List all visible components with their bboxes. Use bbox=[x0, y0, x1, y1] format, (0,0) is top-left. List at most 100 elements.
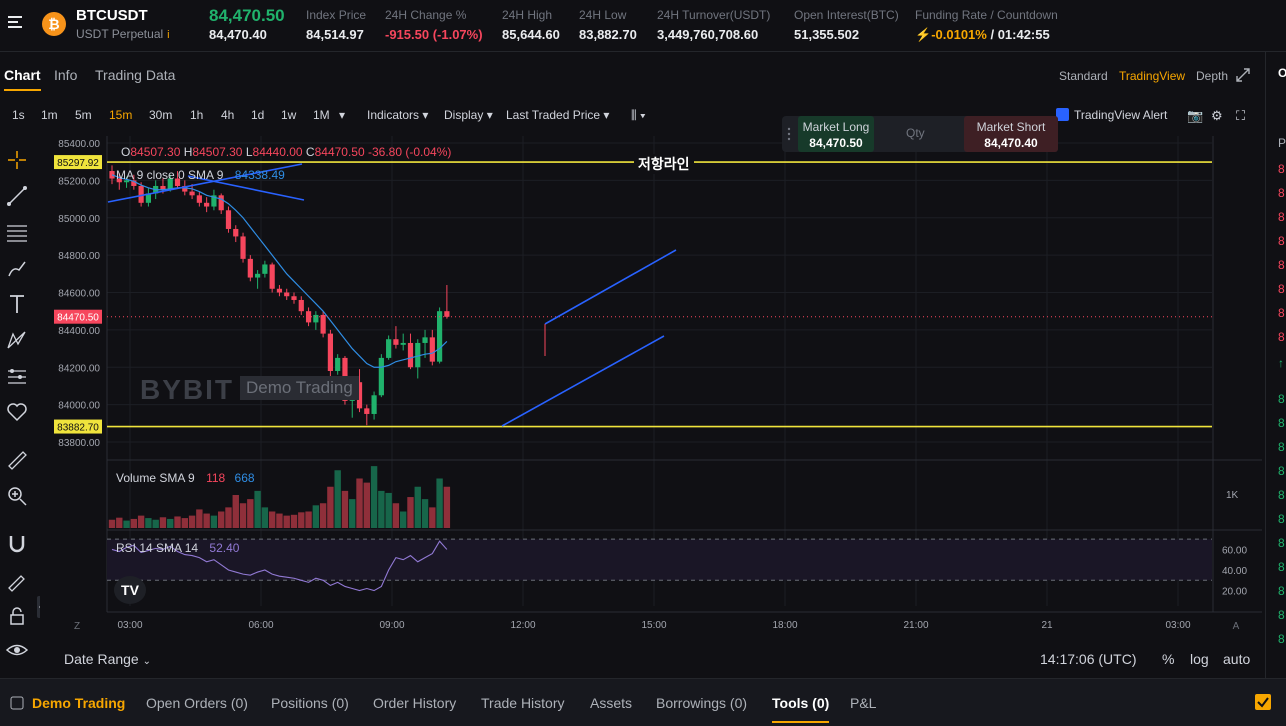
camera-icon[interactable]: 📷 bbox=[1187, 108, 1204, 123]
auto-toggle[interactable]: auto bbox=[1223, 651, 1251, 667]
interval-1m[interactable]: 1m bbox=[41, 108, 58, 122]
drag-handle-icon[interactable] bbox=[786, 126, 792, 142]
expand-icon[interactable] bbox=[1236, 68, 1250, 82]
lock-icon[interactable] bbox=[5, 604, 29, 628]
pencil-lock-icon[interactable] bbox=[5, 568, 29, 592]
candle-body bbox=[284, 292, 290, 297]
indicators-button[interactable]: Indicators ▾ bbox=[367, 108, 429, 122]
chart-type-icon[interactable]: ⫼ ▾ bbox=[631, 108, 646, 122]
tab-open-orders[interactable]: Open Orders (0) bbox=[146, 695, 248, 711]
tradingview-alert-button[interactable]: TradingView Alert bbox=[1056, 108, 1167, 122]
text-icon[interactable] bbox=[5, 292, 29, 316]
support-price-tag: 83882.70 bbox=[57, 423, 99, 434]
pattern-icon[interactable] bbox=[5, 328, 29, 352]
tab-chart[interactable]: Chart bbox=[4, 67, 41, 91]
interval-1d[interactable]: 1d bbox=[251, 108, 265, 122]
volume-bar bbox=[334, 470, 341, 528]
tab-positions[interactable]: Positions (0) bbox=[271, 695, 349, 711]
ruler-icon[interactable] bbox=[5, 448, 29, 472]
view-standard[interactable]: Standard bbox=[1059, 69, 1108, 83]
volume-bar bbox=[312, 505, 320, 528]
tab-trade-history[interactable]: Trade History bbox=[481, 695, 565, 711]
interval-1h[interactable]: 1h bbox=[190, 108, 204, 122]
interval-1s[interactable]: 1s bbox=[12, 108, 25, 122]
view-tradingview[interactable]: TradingView bbox=[1119, 69, 1186, 83]
stat-24h-change: 24H Change % -915.50 (-1.07%) bbox=[385, 8, 483, 42]
heart-icon[interactable] bbox=[5, 400, 29, 424]
info-icon[interactable]: i bbox=[167, 29, 170, 41]
tab-info[interactable]: Info bbox=[54, 67, 78, 83]
percent-toggle[interactable]: % bbox=[1162, 651, 1175, 667]
volume-bar bbox=[239, 503, 247, 528]
tab-trading-data[interactable]: Trading Data bbox=[95, 67, 176, 83]
candle-body bbox=[218, 195, 224, 211]
volume-bar bbox=[283, 515, 290, 528]
price-chart[interactable]: 85400.00 85200.00 85000.00 84800.00 84600.00… bbox=[40, 136, 1262, 636]
y-tick-label: 84200.00 bbox=[58, 363, 100, 374]
market-long-button[interactable]: Market Long 84,470.50 bbox=[798, 116, 874, 152]
symbol-name[interactable]: BTCUSDT bbox=[76, 7, 148, 24]
filter-checkbox-icon[interactable] bbox=[1254, 693, 1272, 711]
arrow-up-icon: ↑ bbox=[1278, 356, 1284, 370]
market-short-button[interactable]: Market Short 84,470.40 bbox=[964, 116, 1058, 152]
interval-1M[interactable]: 1M bbox=[313, 108, 330, 122]
volume-bar bbox=[363, 482, 370, 528]
interval-5m[interactable]: 5m bbox=[75, 108, 92, 122]
x-tick-label: 21:00 bbox=[903, 620, 928, 631]
volume-bar bbox=[152, 519, 159, 528]
tab-demo-trading[interactable]: Demo Trading bbox=[32, 695, 126, 711]
price-type-select[interactable]: Last Traded Price ▾ bbox=[506, 108, 610, 122]
volume-bar bbox=[436, 478, 443, 528]
brush-icon[interactable] bbox=[5, 256, 29, 280]
settings-icon[interactable]: ⚙ bbox=[1211, 108, 1223, 123]
interval-15m[interactable]: 15m bbox=[109, 108, 133, 122]
measure-lines-icon[interactable] bbox=[5, 364, 29, 388]
candle-body bbox=[356, 382, 363, 409]
volume-bar bbox=[123, 520, 130, 528]
magnet-icon[interactable] bbox=[5, 532, 29, 556]
volume-bar bbox=[421, 499, 429, 528]
candle-body bbox=[116, 178, 122, 183]
y-tick-label: 83800.00 bbox=[58, 438, 100, 449]
x-tick-label: 03:00 bbox=[117, 620, 142, 631]
volume-bar bbox=[429, 507, 436, 528]
view-depth[interactable]: Depth bbox=[1196, 69, 1229, 83]
tab-borrowings[interactable]: Borrowings (0) bbox=[656, 695, 748, 711]
interval-30m[interactable]: 30m bbox=[149, 108, 173, 122]
horizontal-lines-icon[interactable] bbox=[5, 220, 29, 244]
tab-assets[interactable]: Assets bbox=[590, 695, 633, 711]
date-range-button[interactable]: Date Range ⌄ bbox=[64, 651, 151, 667]
tab-order-history[interactable]: Order History bbox=[373, 695, 457, 711]
trend-line-icon[interactable] bbox=[5, 184, 29, 208]
crosshair-icon[interactable] bbox=[5, 148, 29, 172]
candle-body bbox=[415, 342, 421, 368]
menu-icon[interactable] bbox=[6, 13, 24, 31]
volume-bar bbox=[290, 514, 298, 528]
zoom-in-icon[interactable] bbox=[5, 484, 29, 508]
volume-bar bbox=[232, 495, 239, 528]
interval-dropdown-icon[interactable]: ▾ bbox=[339, 108, 346, 122]
candle-body bbox=[437, 311, 443, 362]
trend-line bbox=[107, 163, 303, 203]
tab-tools[interactable]: Tools (0) bbox=[772, 695, 830, 723]
utc-clock[interactable]: 14:17:06 (UTC) bbox=[1040, 651, 1137, 667]
volume-bar bbox=[116, 517, 123, 528]
log-toggle[interactable]: log bbox=[1190, 651, 1209, 667]
eye-icon[interactable] bbox=[5, 638, 29, 662]
contract-type: USDT Perpetual i bbox=[76, 27, 170, 41]
qty-input[interactable]: Qty bbox=[906, 126, 925, 140]
timezone-z-glyph: Z bbox=[74, 621, 80, 632]
fullscreen-icon[interactable]: ⛶ bbox=[1236, 108, 1246, 123]
volume-bar bbox=[370, 466, 378, 528]
tab-pnl[interactable]: P&L bbox=[850, 695, 877, 711]
chevron-down-icon: ⌄ bbox=[142, 656, 151, 667]
stat-index-price: Index Price 84,514.97 bbox=[306, 8, 367, 42]
rsi-line bbox=[111, 540, 448, 592]
tradingview-logo[interactable]: TV bbox=[114, 576, 146, 604]
display-button[interactable]: Display ▾ bbox=[444, 108, 493, 122]
y-tick-label: 85200.00 bbox=[58, 176, 100, 187]
interval-4h[interactable]: 4h bbox=[221, 108, 235, 122]
volume-bar bbox=[341, 490, 349, 528]
interval-1w[interactable]: 1w bbox=[281, 108, 297, 122]
candle-body bbox=[167, 178, 173, 190]
